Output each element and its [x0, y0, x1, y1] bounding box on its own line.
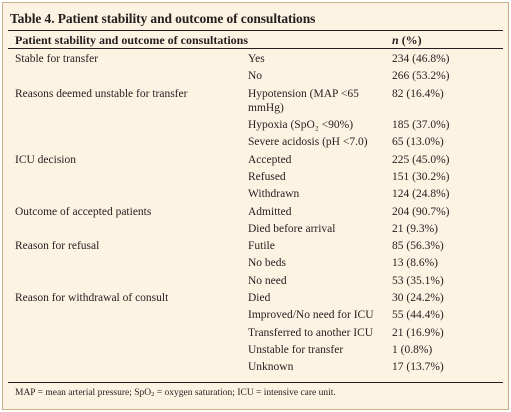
- row-category: Unknown: [248, 361, 294, 374]
- table-row: No 266 (53.2%): [3, 68, 508, 85]
- title-rule: [8, 30, 503, 31]
- header-value-percent: (%): [398, 33, 422, 47]
- row-category: Refused: [248, 170, 286, 183]
- header-rule: [8, 48, 503, 49]
- table-row: Unstable for transfer 1 (0.8%): [3, 342, 508, 359]
- table-row: Severe acidosis (pH <7.0) 65 (13.0%): [3, 134, 508, 151]
- row-group-label: Reason for withdrawal of consult: [15, 292, 169, 305]
- row-category: No need: [248, 274, 287, 287]
- row-category: Died before arrival: [248, 222, 336, 235]
- row-category: No beds: [248, 257, 287, 270]
- table-title: Table 4. Patient stability and outcome o…: [10, 11, 316, 26]
- table-row: ICU decision Accepted 225 (45.0%): [3, 152, 508, 169]
- row-value: 185 (37.0%): [392, 119, 450, 132]
- table-row: Improved/No need for ICU 55 (44.4%): [3, 307, 508, 324]
- row-value: 65 (13.0%): [392, 136, 444, 149]
- header-value-n: n: [392, 33, 399, 47]
- row-value: 55 (44.4%): [392, 309, 444, 322]
- row-value: 82 (16.4%): [392, 87, 444, 100]
- footer-rule: [8, 382, 503, 383]
- table-row: Hypoxia (SpO₂ <90%) 185 (37.0%): [3, 117, 508, 134]
- row-value: 266 (53.2%): [392, 70, 450, 83]
- row-category: Hypotension (MAP <65 mmHg): [248, 87, 359, 114]
- table-row: Transferred to another ICU 21 (16.9%): [3, 325, 508, 342]
- row-group-label: Reasons deemed unstable for transfer: [15, 87, 188, 100]
- row-category: Yes: [248, 53, 265, 65]
- row-category: Withdrawn: [248, 188, 300, 201]
- row-category: Hypoxia (SpO₂ <90%): [248, 119, 354, 132]
- row-value: 234 (46.8%): [392, 53, 450, 65]
- row-group-label: Outcome of accepted patients: [15, 205, 152, 218]
- row-value: 53 (35.1%): [392, 274, 444, 287]
- row-category: No: [248, 70, 263, 83]
- row-value: 151 (30.2%): [392, 170, 450, 183]
- footnote-subscript: 2: [151, 391, 155, 398]
- table-row: Stable for transfer Yes 234 (46.8%): [3, 51, 508, 68]
- row-category: Transferred to another ICU: [248, 326, 374, 339]
- row-group-label: ICU decision: [15, 153, 77, 166]
- row-value: 225 (45.0%): [392, 153, 450, 166]
- row-category: Died: [248, 292, 271, 305]
- table-row: Outcome of accepted patients Admitted 20…: [3, 204, 508, 221]
- row-value: 124 (24.8%): [392, 188, 450, 201]
- row-group-label: Reason for refusal: [15, 240, 100, 253]
- row-value: 1 (0.8%): [392, 343, 433, 356]
- row-category: Accepted: [248, 153, 292, 166]
- row-category: Improved/No need for ICU: [248, 309, 374, 322]
- row-value: 21 (9.3%): [392, 222, 438, 235]
- table-row: No need 53 (35.1%): [3, 273, 508, 290]
- row-value: 13 (8.6%): [392, 257, 438, 270]
- row-category: Unstable for transfer: [248, 343, 344, 356]
- footnote-text-2: = oxygen saturation; ICU = intensive car…: [154, 388, 336, 398]
- table-row: Refused 151 (30.2%): [3, 169, 508, 186]
- header-label: Patient stability and outcome of consult…: [15, 33, 249, 47]
- row-group-label: Stable for transfer: [15, 53, 99, 65]
- header-value: n (%): [392, 33, 422, 48]
- table-row: Withdrawn 124 (24.8%): [3, 186, 508, 203]
- row-value: 21 (16.9%): [392, 326, 444, 339]
- row-value: 30 (24.2%): [392, 292, 444, 305]
- row-category: Admitted: [248, 205, 292, 218]
- table-row: No beds 13 (8.6%): [3, 255, 508, 272]
- footnote-text-1: MAP = mean arterial pressure; SpO: [15, 388, 152, 398]
- row-category: Futile: [248, 240, 275, 253]
- table-body: Stable for transfer Yes 234 (46.8%) No 2…: [3, 51, 508, 377]
- row-value: 204 (90.7%): [392, 205, 450, 218]
- row-value: 17 (13.7%): [392, 361, 444, 374]
- table-row: Reasons deemed unstable for transfer Hyp…: [3, 86, 508, 118]
- table-footnote: MAP = mean arterial pressure; SpO2 = oxy…: [15, 388, 336, 398]
- table-header-row: Patient stability and outcome of consult…: [3, 33, 508, 49]
- table-row: Died before arrival 21 (9.3%): [3, 221, 508, 238]
- row-category: Severe acidosis (pH <7.0): [248, 136, 368, 149]
- table-row: Reason for refusal Futile 85 (56.3%): [3, 238, 508, 255]
- table-row: Reason for withdrawal of consult Died 30…: [3, 290, 508, 307]
- row-value: 85 (56.3%): [392, 240, 444, 253]
- table-row: Unknown 17 (13.7%): [3, 359, 508, 376]
